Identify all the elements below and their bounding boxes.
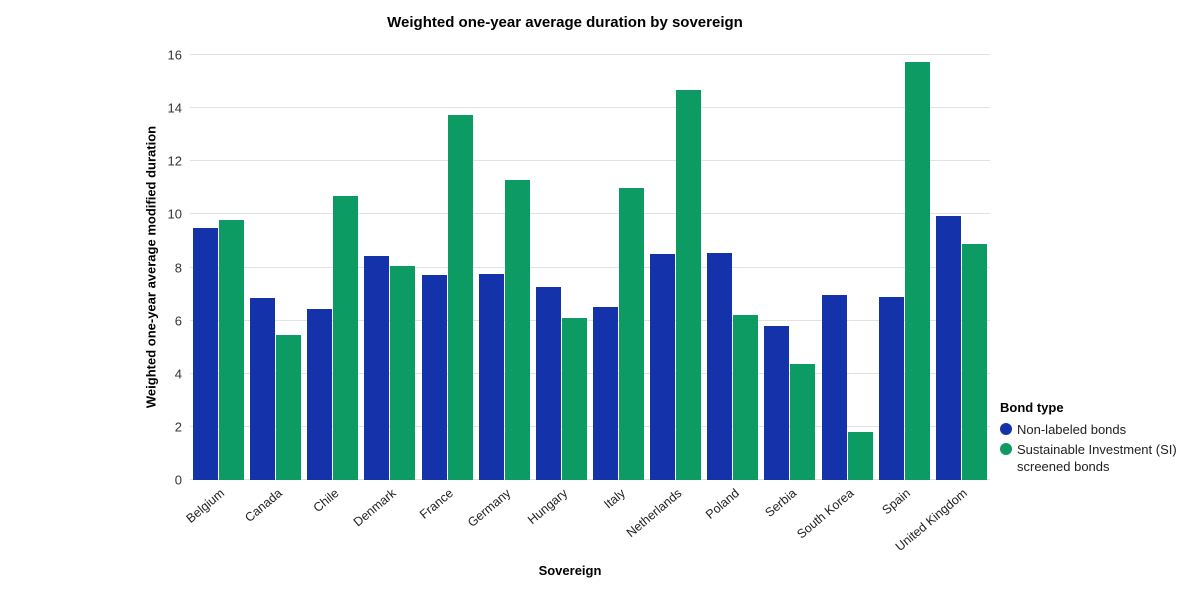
plot-area bbox=[190, 54, 990, 480]
bar-group-italy bbox=[590, 55, 647, 480]
x-tick-label-canada: Canada bbox=[242, 486, 285, 525]
legend-item-non-labeled-bonds[interactable]: Non-labeled bonds bbox=[1000, 421, 1192, 438]
bar-group-united-kingdom bbox=[933, 55, 990, 480]
bar-netherlands-non-labeled-bonds[interactable] bbox=[650, 254, 676, 480]
bar-spain-sustainable-investment-si-screened-bonds[interactable] bbox=[904, 61, 930, 480]
x-axis-ticks: Belgium Canada Chile Denmark France Germany Hu… bbox=[184, 480, 990, 560]
x-axis-label: Sovereign bbox=[538, 563, 602, 578]
x-tick-label-germany: Germany bbox=[464, 486, 514, 530]
bar-canada-non-labeled-bonds[interactable] bbox=[250, 298, 276, 480]
bar-south-korea-sustainable-investment-si-screened-bonds[interactable] bbox=[847, 432, 873, 480]
y-tick-label: 2 bbox=[174, 419, 182, 435]
bar-denmark-non-labeled-bonds[interactable] bbox=[364, 255, 390, 480]
bar-netherlands-sustainable-investment-si-screened-bonds[interactable] bbox=[676, 89, 702, 480]
x-tick-label-spain: Spain bbox=[879, 486, 914, 518]
bar-italy-non-labeled-bonds[interactable] bbox=[593, 307, 619, 480]
bars-container bbox=[190, 55, 990, 480]
bar-hungary-sustainable-investment-si-screened-bonds[interactable] bbox=[561, 317, 587, 480]
gridline bbox=[190, 479, 990, 480]
bar-spain-non-labeled-bonds[interactable] bbox=[878, 296, 904, 480]
y-tick-label: 14 bbox=[167, 100, 182, 116]
gridline bbox=[190, 213, 990, 215]
bar-group-belgium bbox=[190, 55, 247, 480]
x-tick-label-poland: Poland bbox=[703, 486, 742, 522]
y-tick-label: 8 bbox=[174, 260, 182, 275]
x-tick-label-serbia: Serbia bbox=[762, 486, 799, 520]
legend-marker-icon bbox=[1000, 443, 1012, 455]
y-tick-label: 16 bbox=[167, 47, 182, 63]
bar-group-germany bbox=[476, 55, 533, 480]
gridline bbox=[190, 107, 990, 109]
chart-title: Weighted one-year average duration by so… bbox=[387, 14, 743, 31]
bar-italy-sustainable-investment-si-screened-bonds[interactable] bbox=[619, 187, 645, 480]
legend-title: Bond type bbox=[1000, 400, 1064, 415]
bar-germany-sustainable-investment-si-screened-bonds[interactable] bbox=[504, 179, 530, 480]
bar-france-sustainable-investment-si-screened-bonds[interactable] bbox=[447, 114, 473, 480]
bar-serbia-sustainable-investment-si-screened-bonds[interactable] bbox=[790, 364, 816, 480]
x-tick-label-hungary: Hungary bbox=[525, 486, 571, 528]
gridline bbox=[190, 425, 990, 427]
bar-group-denmark bbox=[361, 55, 418, 480]
x-tick-label-france: France bbox=[417, 486, 457, 522]
legend-items: Non-labeled bonds Sustainable Investment … bbox=[1000, 421, 1192, 475]
y-tick-label: 10 bbox=[167, 206, 182, 222]
bar-group-france bbox=[419, 55, 476, 480]
legend-item-label: Sustainable Investment (SI) screened bon… bbox=[1017, 442, 1177, 474]
bar-poland-sustainable-investment-si-screened-bonds[interactable] bbox=[733, 315, 759, 480]
bar-denmark-sustainable-investment-si-screened-bonds[interactable] bbox=[390, 266, 416, 480]
x-tick-label-chile: Chile bbox=[311, 486, 342, 516]
x-tick-label-italy: Italy bbox=[601, 486, 628, 512]
bar-chile-non-labeled-bonds[interactable] bbox=[307, 308, 333, 480]
bar-france-non-labeled-bonds[interactable] bbox=[421, 275, 447, 480]
bar-group-chile bbox=[304, 55, 361, 480]
x-tick-label-south-korea: South Korea bbox=[793, 486, 857, 542]
gridline bbox=[190, 319, 990, 321]
x-tick-label-denmark: Denmark bbox=[351, 486, 399, 530]
bar-group-serbia bbox=[761, 55, 818, 480]
bar-group-canada bbox=[247, 55, 304, 480]
legend-item-sustainable-investment-si-screened-bonds[interactable]: Sustainable Investment (SI) screened bon… bbox=[1000, 441, 1192, 475]
bar-south-korea-non-labeled-bonds[interactable] bbox=[821, 295, 847, 480]
gridline bbox=[190, 54, 990, 55]
legend: Bond type Non-labeled bonds Sustainable I… bbox=[1000, 400, 1192, 478]
y-tick-label: 4 bbox=[174, 366, 182, 382]
bar-hungary-non-labeled-bonds[interactable] bbox=[535, 287, 561, 480]
y-tick-label: 0 bbox=[174, 472, 182, 488]
legend-item-label: Non-labeled bonds bbox=[1017, 422, 1127, 437]
y-tick-label: 12 bbox=[167, 153, 182, 169]
bar-group-netherlands bbox=[647, 55, 704, 480]
bar-group-poland bbox=[704, 55, 761, 480]
bar-group-spain bbox=[876, 55, 933, 480]
gridline bbox=[190, 266, 990, 268]
x-tick-label-belgium: Belgium bbox=[183, 486, 228, 526]
bar-chile-sustainable-investment-si-screened-bonds[interactable] bbox=[333, 195, 359, 480]
gridline bbox=[190, 160, 990, 162]
legend-marker-icon bbox=[1000, 423, 1012, 435]
x-tick-label-netherlands: Netherlands bbox=[624, 486, 685, 541]
bar-poland-non-labeled-bonds[interactable] bbox=[707, 252, 733, 480]
bar-serbia-non-labeled-bonds[interactable] bbox=[764, 325, 790, 480]
bar-belgium-non-labeled-bonds[interactable] bbox=[193, 227, 219, 480]
y-axis-ticks: 0 2 4 6 8 10 12 14 16 bbox=[140, 48, 182, 488]
y-tick-label: 6 bbox=[174, 313, 182, 329]
bar-united-kingdom-non-labeled-bonds[interactable] bbox=[935, 215, 961, 480]
bar-canada-sustainable-investment-si-screened-bonds[interactable] bbox=[276, 335, 302, 480]
gridline bbox=[190, 372, 990, 374]
bar-group-south-korea bbox=[819, 55, 876, 480]
bar-belgium-sustainable-investment-si-screened-bonds[interactable] bbox=[219, 219, 245, 480]
bar-group-hungary bbox=[533, 55, 590, 480]
bar-united-kingdom-sustainable-investment-si-screened-bonds[interactable] bbox=[961, 243, 987, 480]
bar-germany-non-labeled-bonds[interactable] bbox=[478, 274, 504, 480]
